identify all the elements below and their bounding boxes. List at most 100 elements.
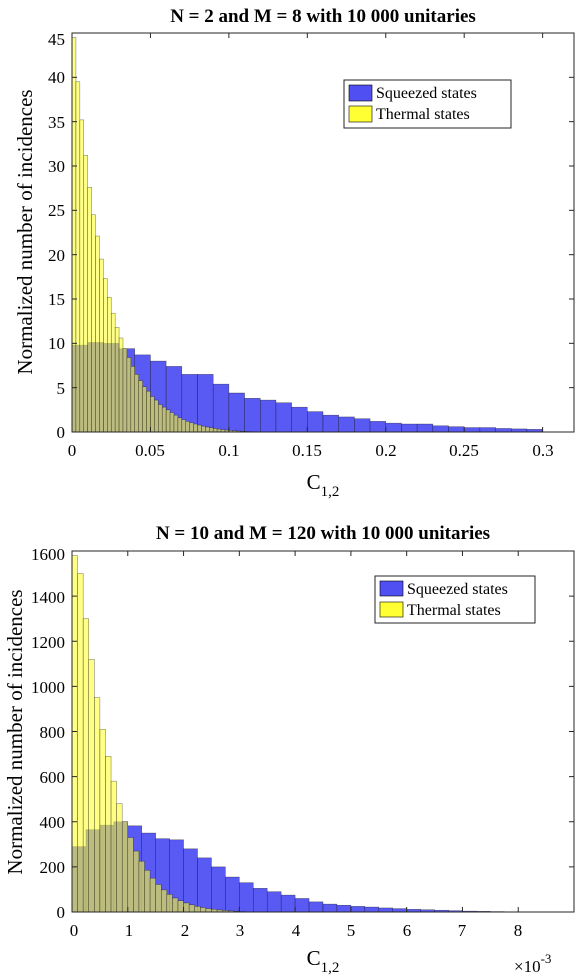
- histogram-bar-thermal: [99, 259, 103, 432]
- legend-swatch-squeezed: [380, 581, 403, 596]
- y-tick-labels: 0 5 10 15 20 25 30 35 40 45: [48, 30, 65, 442]
- x-tick-label: 3: [236, 921, 245, 940]
- histogram-bar-squeezed: [449, 427, 465, 432]
- y-tick-label: 1000: [31, 678, 65, 697]
- histogram-bar-thermal: [206, 909, 212, 912]
- histogram-bar-thermal: [167, 894, 173, 912]
- y-tick-label: 200: [40, 858, 66, 877]
- histogram-bar-thermal: [117, 804, 123, 912]
- y-axis-label: Normalized number of incidences: [13, 89, 37, 374]
- histogram-bar-squeezed: [386, 423, 402, 432]
- histogram-bar-squeezed: [260, 400, 276, 432]
- histogram-bar-thermal: [189, 905, 195, 912]
- legend-swatch-thermal: [349, 106, 372, 122]
- y-tick-label: 25: [48, 201, 65, 220]
- histogram-bar-thermal: [200, 907, 206, 912]
- histogram-bar-thermal: [174, 415, 178, 432]
- x-tick-label: 4: [292, 921, 301, 940]
- y-axis-label: Normalized number of incidences: [3, 589, 27, 874]
- histogram-bar-squeezed: [253, 888, 267, 912]
- y-tick-label: 1200: [31, 633, 65, 652]
- histogram-bar-squeezed: [309, 902, 323, 912]
- x-tick-label: 8: [514, 921, 523, 940]
- histogram-bar-thermal: [186, 421, 190, 432]
- histogram-bar-thermal: [184, 903, 190, 912]
- histogram-bar-thermal: [201, 426, 205, 432]
- histogram-bar-squeezed: [239, 883, 253, 912]
- histogram-bar-thermal: [178, 901, 184, 912]
- histogram-bar-thermal: [150, 397, 154, 432]
- chart-title: N = 2 and M = 8 with 10 000 unitaries: [170, 6, 476, 27]
- histogram-bar-thermal: [194, 424, 198, 432]
- histogram-bar-thermal: [139, 381, 143, 432]
- x-tick-label: 0: [70, 921, 79, 940]
- histogram-bar-squeezed: [229, 393, 245, 432]
- histogram-bar-squeezed: [417, 424, 433, 432]
- histogram-bar-squeezed: [379, 908, 393, 912]
- histogram-bar-squeezed: [245, 398, 261, 432]
- histogram-bar-thermal: [84, 155, 88, 432]
- histogram-bar-squeezed: [267, 892, 281, 912]
- histogram-bar-squeezed: [307, 412, 323, 432]
- histogram-bar-squeezed: [496, 428, 512, 432]
- histogram-bar-squeezed: [323, 904, 337, 912]
- y-tick-label: 1600: [31, 545, 65, 564]
- y-tick-label: 10: [48, 334, 65, 353]
- histogram-bar-thermal: [83, 619, 89, 912]
- histogram-bar-thermal: [78, 574, 84, 912]
- histogram-bar-thermal: [158, 405, 162, 432]
- y-tick-labels: 0 200 400 600 800 1000 1200 1400 1600: [31, 545, 65, 922]
- histogram-bar-thermal: [127, 358, 131, 432]
- histogram-bar-thermal: [111, 313, 115, 432]
- histogram-bar-squeezed: [323, 415, 339, 432]
- legend: Squeezed states Thermal states: [344, 80, 511, 128]
- histogram-bar-thermal: [209, 428, 213, 432]
- histogram-bar-thermal: [172, 898, 178, 912]
- y-tick-label: 600: [40, 768, 66, 787]
- histogram-bar-thermal: [143, 387, 147, 432]
- histogram-bar-thermal: [133, 851, 139, 912]
- x-tick-label: 0.2: [375, 441, 396, 460]
- histogram-bar-thermal: [100, 729, 106, 912]
- y-tick-label: 0: [57, 903, 66, 922]
- histogram-bar-squeezed: [337, 905, 351, 912]
- x-tick-labels: 0 1 2 3 4 5 6 7 8: [70, 921, 523, 940]
- histogram-bar-thermal: [154, 400, 158, 432]
- histogram-bar-thermal: [139, 861, 145, 912]
- histogram-bar-thermal: [150, 878, 156, 912]
- histogram-bar-thermal: [122, 822, 128, 912]
- histogram-bar-squeezed: [433, 426, 449, 432]
- x-tick-label: 2: [181, 921, 190, 940]
- histogram-bar-thermal: [103, 279, 107, 432]
- chart-bottom: N = 10 and M = 120 with 10 000 unitaries…: [3, 523, 574, 976]
- histogram-bar-thermal: [88, 187, 92, 432]
- legend-label-squeezed: Squeezed states: [407, 581, 508, 598]
- x-tick-label: 0.1: [218, 441, 239, 460]
- histogram-bar-thermal: [94, 698, 100, 912]
- histogram-bar-thermal: [111, 781, 117, 912]
- histogram-bar-thermal: [156, 884, 162, 912]
- x-tick-label: 0.05: [135, 441, 165, 460]
- histogram-bar-squeezed: [354, 419, 370, 432]
- histogram-bar-thermal: [123, 349, 127, 432]
- histogram-bar-thermal: [147, 391, 151, 432]
- x-tick-label: 0.3: [532, 441, 553, 460]
- y-tick-label: 15: [48, 290, 65, 309]
- histogram-bar-thermal: [170, 412, 174, 432]
- histogram-bar-squeezed: [276, 403, 292, 432]
- histogram-bar-thermal: [198, 425, 202, 432]
- x-tick-label: 0.15: [292, 441, 322, 460]
- x-tick-label: 1: [125, 921, 134, 940]
- x-axis-multiplier: ×10-3: [514, 951, 551, 976]
- histogram-bar-squeezed: [295, 898, 309, 912]
- histogram-bar-thermal: [182, 420, 186, 432]
- legend: Squeezed states Thermal states: [375, 576, 535, 623]
- histogram-bar-squeezed: [365, 907, 379, 912]
- histogram-bar-thermal: [162, 407, 166, 432]
- histogram-bar-squeezed: [292, 407, 308, 432]
- histogram-bar-squeezed: [339, 417, 355, 432]
- histogram-bar-squeezed: [198, 374, 214, 432]
- x-tick-labels: 0 0.05 0.1 0.15 0.2 0.25 0.3: [68, 441, 554, 460]
- histogram-bar-thermal: [166, 410, 170, 432]
